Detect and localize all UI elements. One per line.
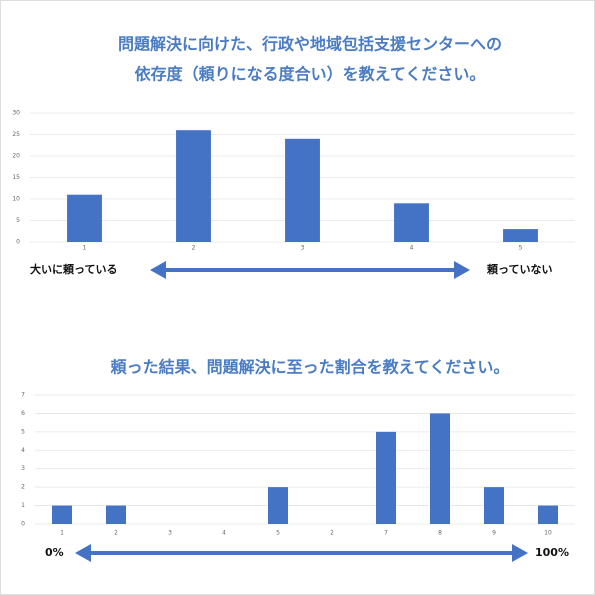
y-tick-label: 5 xyxy=(16,217,20,224)
x-tick-label: 4 xyxy=(410,245,414,252)
bar xyxy=(376,431,396,524)
x-tick-label: 3 xyxy=(168,530,172,537)
arrow-head xyxy=(150,261,166,279)
y-tick-label: 10 xyxy=(12,196,20,203)
x-tick-label: 2 xyxy=(192,245,196,252)
bar xyxy=(285,138,320,242)
scale-label: 0% xyxy=(45,546,64,559)
x-tick-label: 4 xyxy=(222,530,226,537)
scale-label: 100% xyxy=(535,546,569,559)
y-tick-label: 3 xyxy=(21,465,25,472)
y-tick-label: 7 xyxy=(21,392,25,399)
bar xyxy=(430,413,450,524)
y-tick-label: 4 xyxy=(21,447,25,454)
x-tick-label: 9 xyxy=(492,530,496,537)
x-tick-label: 10 xyxy=(544,530,552,537)
arrow-head xyxy=(454,261,470,279)
y-tick-label: 1 xyxy=(21,502,25,509)
chart-title: 頼った結果、問題解決に至った割合を教えてください。 xyxy=(111,358,510,377)
x-tick-label: 2 xyxy=(114,530,118,537)
y-tick-label: 0 xyxy=(21,521,25,528)
x-tick-label: 3 xyxy=(301,245,305,252)
y-tick-label: 6 xyxy=(21,410,25,417)
arrow-head xyxy=(512,544,528,562)
x-tick-label: 1 xyxy=(60,530,64,537)
bar xyxy=(484,487,504,524)
bar xyxy=(503,229,538,242)
scale-label: 頼っていない xyxy=(486,262,552,276)
y-tick-label: 20 xyxy=(12,153,20,160)
chart-title: 問題解決に向けた、行政や地域包括支援センターへの xyxy=(118,35,502,54)
bar xyxy=(67,194,102,242)
y-tick-label: 2 xyxy=(21,484,25,491)
x-tick-label: 1 xyxy=(83,245,87,252)
y-tick-label: 25 xyxy=(12,131,20,138)
y-tick-label: 15 xyxy=(12,174,20,181)
chart-title: 依存度（頼りになる度合い）を教えてください。 xyxy=(135,65,486,84)
bar xyxy=(538,505,558,524)
bar xyxy=(106,505,126,524)
x-tick-label: 5 xyxy=(276,530,280,537)
y-tick-label: 0 xyxy=(16,239,20,246)
bar xyxy=(176,130,211,242)
arrow-head xyxy=(75,544,91,562)
scale-label: 大いに頼っている xyxy=(30,262,117,276)
x-tick-label: 5 xyxy=(519,245,523,252)
bar xyxy=(268,487,288,524)
x-tick-label: 8 xyxy=(438,530,442,537)
bar xyxy=(394,203,429,242)
x-tick-label: 7 xyxy=(384,530,388,537)
y-tick-label: 5 xyxy=(21,428,25,435)
bar xyxy=(52,505,72,524)
x-tick-label: 2 xyxy=(330,530,334,537)
y-tick-label: 30 xyxy=(12,110,20,117)
